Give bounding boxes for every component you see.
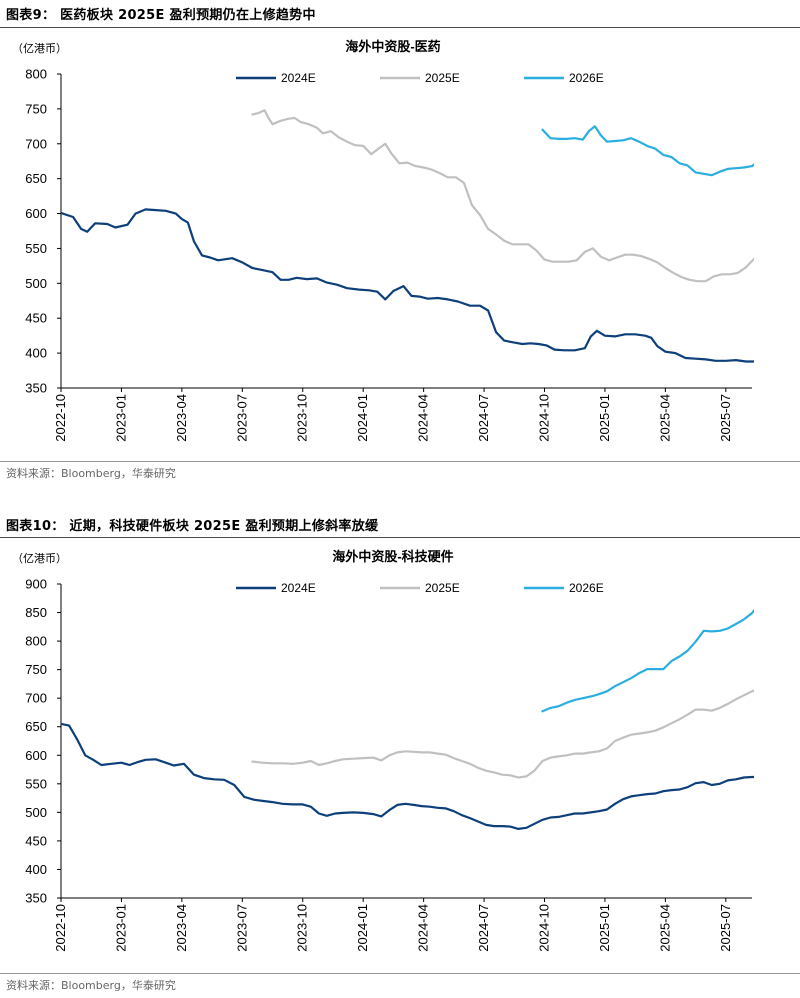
source-rule-2 [0, 973, 800, 974]
x-tick-label: 2023-07 [234, 394, 249, 442]
x-tick-label: 2024-01 [355, 904, 370, 952]
y-tick-label: 900 [25, 577, 47, 592]
x-tick-label: 2023-10 [295, 394, 310, 442]
x-tick-label: 2024-10 [536, 394, 551, 442]
legend-label-2024E: 2024E [281, 71, 316, 85]
x-tick-label: 2023-01 [113, 904, 128, 952]
y-tick-label: 650 [25, 719, 47, 734]
x-tick-label: 2025-07 [718, 394, 733, 442]
x-tick-label: 2025-07 [718, 904, 733, 952]
figure-title-2: 图表10： 近期，科技硬件板块 2025E 盈利预期上修斜率放缓 [6, 519, 379, 534]
y-tick-label: 600 [25, 206, 47, 221]
x-tick-label: 2025-01 [597, 904, 612, 952]
x-tick-label: 2025-04 [657, 904, 672, 952]
x-tick-label: 2022-10 [53, 394, 68, 442]
x-tick-label: 2022-10 [53, 904, 68, 952]
chart-title: 海外中资股-科技硬件 [332, 549, 453, 564]
series-line-2025E [251, 109, 754, 283]
x-tick-label: 2024-04 [416, 394, 431, 442]
y-tick-label: 650 [25, 171, 47, 186]
y-tick-label: 350 [25, 381, 47, 396]
title-rule-1 [0, 27, 800, 28]
series-line-2026E [541, 125, 754, 177]
series-line-2025E [251, 689, 754, 779]
series-line-2026E [541, 608, 754, 713]
x-tick-label: 2024-07 [476, 904, 491, 952]
chart-pharma: 海外中资股-医药 （亿港币） 2024E 2025E 2026E 350 400 450 500… [12, 39, 754, 442]
y-tick-label: 500 [25, 805, 47, 820]
x-tick-label: 2023-07 [234, 904, 249, 952]
y-unit-label: （亿港币） [12, 552, 67, 565]
y-unit-label: （亿港币） [12, 42, 67, 55]
x-tick-label: 2025-01 [597, 394, 612, 442]
x-tick-label: 2023-04 [174, 394, 189, 442]
y-tick-label: 400 [25, 346, 47, 361]
x-tick-label: 2025-04 [657, 394, 672, 442]
y-tick-label: 750 [25, 101, 47, 116]
y-tick-label: 800 [25, 67, 47, 82]
y-tick-label: 850 [25, 605, 47, 620]
x-tick-label: 2024-07 [476, 394, 491, 442]
legend-label-2026E: 2026E [569, 581, 604, 595]
series-line-2024E [61, 208, 754, 363]
y-tick-label: 550 [25, 241, 47, 256]
x-tick-label: 2024-01 [355, 394, 370, 442]
x-tick-label: 2024-10 [536, 904, 551, 952]
title-rule-2 [0, 537, 800, 538]
source-rule-1 [0, 461, 800, 462]
x-tick-label: 2023-01 [113, 394, 128, 442]
y-tick-label: 450 [25, 833, 47, 848]
y-tick-label: 500 [25, 276, 47, 291]
y-tick-label: 800 [25, 634, 47, 649]
y-tick-label: 450 [25, 311, 47, 326]
x-tick-label: 2024-04 [416, 904, 431, 952]
x-tick-label: 2023-04 [174, 904, 189, 952]
y-tick-label: 400 [25, 862, 47, 877]
y-tick-label: 600 [25, 748, 47, 763]
legend-label-2025E: 2025E [425, 71, 460, 85]
y-tick-label: 750 [25, 662, 47, 677]
y-tick-label: 350 [25, 891, 47, 906]
y-tick-label: 550 [25, 776, 47, 791]
figure-title-1: 图表9： 医药板块 2025E 盈利预期仍在上修趋势中 [6, 8, 316, 23]
x-tick-label: 2023-10 [295, 904, 310, 952]
source-note-2: 资料来源：Bloomberg，华泰研究 [6, 979, 176, 992]
series-line-2024E [61, 722, 754, 830]
source-note-1: 资料来源：Bloomberg，华泰研究 [6, 467, 176, 480]
y-tick-label: 700 [25, 691, 47, 706]
chart-tech-hardware: 海外中资股-科技硬件 （亿港币） 2024E 2025E 2026E 350 400 450 5… [12, 549, 754, 952]
legend-label-2024E: 2024E [281, 581, 316, 595]
chart-title: 海外中资股-医药 [345, 39, 440, 54]
legend-label-2025E: 2025E [425, 581, 460, 595]
legend-label-2026E: 2026E [569, 71, 604, 85]
y-tick-label: 700 [25, 136, 47, 151]
